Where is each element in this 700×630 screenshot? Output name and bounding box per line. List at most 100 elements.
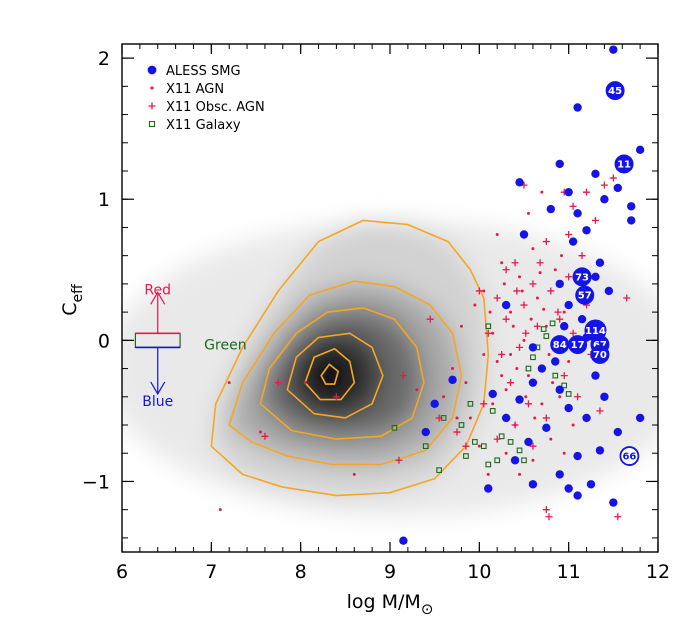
obsc-agn-point — [542, 238, 550, 246]
obsc-agn-series — [261, 174, 631, 521]
agn-point — [526, 374, 530, 378]
smg-point — [537, 364, 547, 373]
galaxy-point — [489, 408, 496, 414]
agn-point — [500, 374, 504, 378]
smg-point — [515, 178, 524, 187]
contour-lines — [210, 219, 490, 497]
agn-point — [560, 254, 564, 258]
galaxy-point — [552, 372, 559, 379]
agn-point — [473, 303, 477, 307]
smg-point — [528, 343, 538, 352]
smg-labeled-point — [575, 285, 595, 305]
contour-5 — [320, 363, 340, 385]
agn-point — [558, 395, 562, 399]
contour-4 — [304, 347, 356, 401]
galaxy-series — [391, 320, 572, 474]
smg-point — [595, 258, 605, 267]
smg-point — [399, 536, 408, 545]
smg-point — [515, 395, 524, 404]
galaxy-point — [458, 422, 465, 428]
smg-point — [582, 413, 591, 423]
obsc-agn-point — [399, 372, 407, 380]
agn-point — [533, 416, 537, 420]
agn-point — [553, 268, 557, 272]
smg-point — [613, 183, 622, 193]
obsc-agn-point — [522, 329, 530, 337]
agn-point — [227, 381, 231, 385]
agn-point — [455, 416, 459, 420]
galaxy-point — [485, 323, 492, 330]
legend-marker-agn — [150, 86, 154, 90]
agn-point — [567, 360, 571, 363]
obsc-agn-point — [524, 400, 532, 408]
smg-point — [564, 187, 573, 197]
smg-point — [555, 279, 564, 289]
smg-point — [600, 195, 609, 204]
obsc-agn-point — [623, 294, 631, 302]
contour-1 — [228, 280, 463, 466]
smg-point — [591, 169, 600, 179]
smg-labeled-point — [568, 335, 588, 355]
obsc-agn-point — [578, 252, 586, 260]
agn-point — [491, 331, 495, 335]
smg-point-label: 66 — [622, 452, 636, 463]
legend: ALESS SMG X11 AGN X11 Obsc. AGN X11 Galaxy — [147, 64, 265, 133]
region-label-green: Green — [204, 338, 246, 354]
agn-point — [495, 360, 499, 363]
agn-point — [529, 317, 533, 321]
galaxy-point — [463, 453, 469, 459]
obsc-agn-point — [529, 442, 537, 450]
y-tick-label: −1 — [82, 471, 110, 493]
smg-point — [555, 159, 564, 169]
obsc-agn-point — [574, 393, 582, 401]
smg-labeled-series: 451173571148417677066 — [550, 81, 640, 466]
smg-point — [564, 403, 573, 413]
smg-point — [627, 202, 636, 211]
obsc-agn-point — [545, 513, 553, 521]
smg-point — [595, 446, 605, 455]
obsc-agn-point — [435, 414, 443, 422]
smg-labeled-point — [619, 446, 640, 466]
agn-point — [562, 310, 566, 314]
smg-point — [528, 378, 538, 387]
agn-point — [459, 324, 463, 328]
y-axis-title: Ceff — [59, 284, 86, 316]
smg-point — [573, 451, 582, 461]
agn-point — [415, 388, 419, 392]
agn-point — [258, 430, 262, 434]
contour-0 — [210, 219, 490, 497]
galaxy-point — [480, 443, 487, 450]
obsc-agn-point — [542, 414, 550, 422]
agn-point — [542, 307, 546, 311]
obsc-agn-point — [533, 322, 541, 330]
smg-point — [430, 399, 439, 409]
smg-point — [613, 427, 622, 437]
agn-point — [526, 211, 530, 215]
smg-point — [542, 423, 551, 433]
obsc-agn-point — [565, 273, 573, 281]
smg-point — [573, 209, 582, 218]
smg-point — [501, 413, 511, 423]
smg-point — [551, 357, 560, 366]
smg-point — [568, 237, 578, 246]
y-tick-label: 0 — [98, 330, 110, 352]
galaxy-point — [525, 365, 532, 372]
x-tick-label: 10 — [467, 561, 491, 583]
legend-label: ALESS SMG — [166, 64, 241, 79]
obsc-agn-point — [516, 343, 524, 351]
obsc-agn-point — [569, 202, 577, 210]
smg-point-label: 84 — [553, 340, 567, 351]
agn-point — [544, 324, 548, 328]
agn-point — [482, 352, 486, 356]
smg-labeled-point — [605, 81, 625, 101]
obsc-agn-point — [426, 315, 434, 323]
smg-point — [573, 103, 582, 112]
obsc-agn-point — [511, 421, 519, 429]
y-tick-label: 1 — [98, 189, 110, 211]
smg-point — [555, 385, 564, 394]
color-region-box: Red Green Blue — [134, 283, 247, 410]
x-axis-title: log M/M⊙ — [347, 591, 434, 618]
obsc-agn-point — [480, 400, 488, 408]
agn-point — [477, 444, 481, 448]
